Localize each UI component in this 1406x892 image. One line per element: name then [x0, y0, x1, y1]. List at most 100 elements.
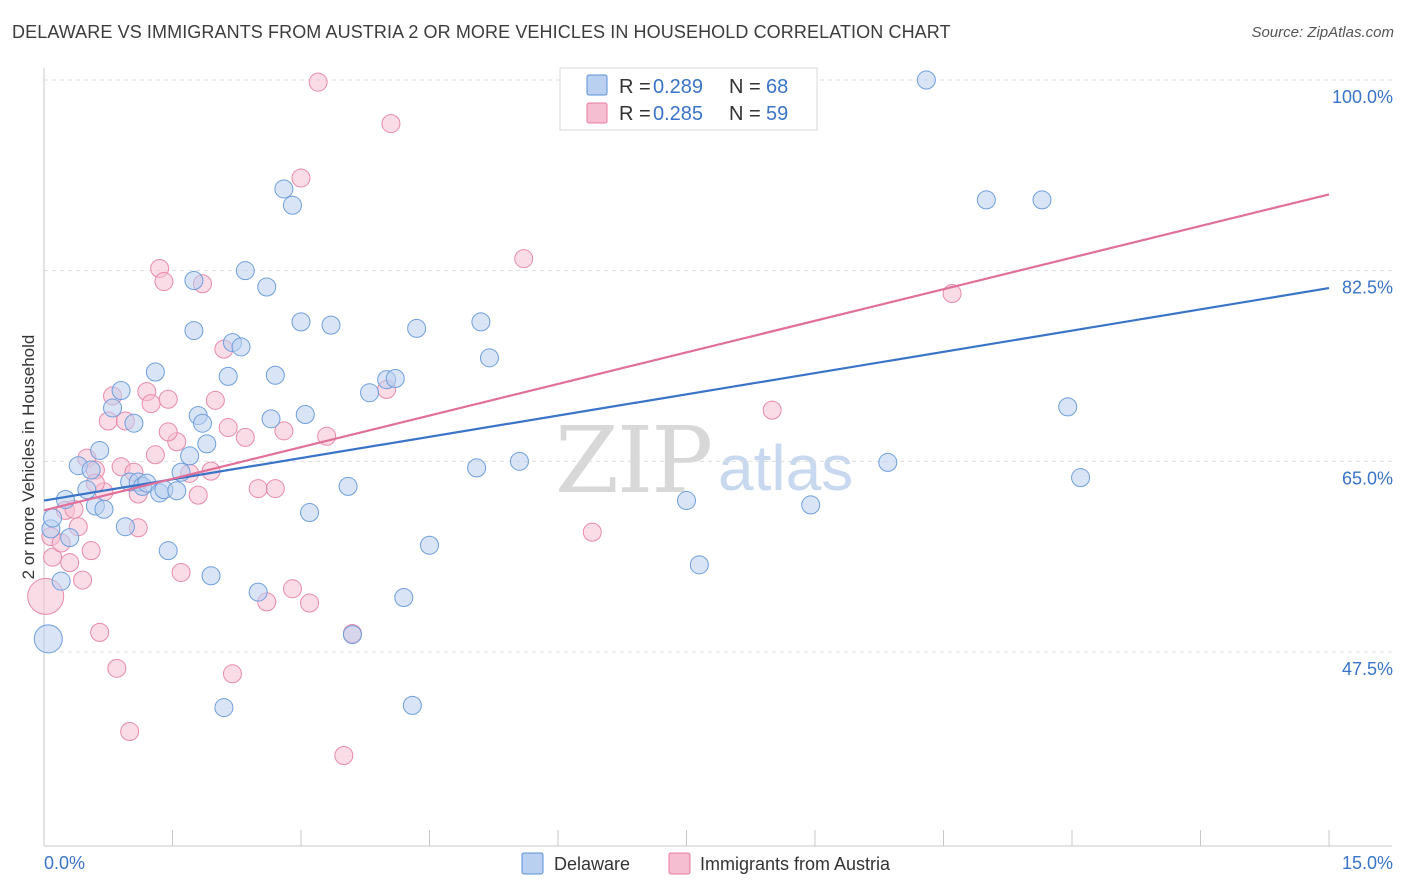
delaware-point — [338, 476, 358, 496]
delaware-point — [282, 195, 302, 215]
legend-n-label: N = — [729, 103, 761, 125]
delaware-point — [1071, 468, 1091, 488]
delaware-point — [51, 571, 71, 591]
delaware-point — [94, 499, 114, 519]
delaware-point — [402, 695, 422, 715]
legend-r-label: R = — [619, 103, 651, 125]
delaware-point — [677, 491, 696, 511]
delaware-point — [274, 179, 294, 199]
delaware-point — [467, 458, 487, 478]
delaware-point — [509, 451, 529, 471]
delaware-point — [167, 481, 187, 501]
austria-point — [514, 249, 534, 269]
legend-r-value: 0.289 — [653, 76, 703, 98]
legend-n-value: 59 — [766, 103, 788, 125]
source-label: Source: ZipAtlas.com — [1251, 24, 1394, 41]
austria-point — [171, 562, 191, 582]
legend-swatch-delaware — [586, 74, 608, 96]
austria-point — [120, 722, 140, 742]
y-axis-tick-labels: 100.0% 82.5% 65.0% 47.5% — [1332, 87, 1393, 679]
x-tick-label-max: 15.0% — [1342, 853, 1393, 873]
delaware-point — [394, 588, 414, 608]
delaware-point — [145, 362, 165, 382]
y-tick-label: 47.5% — [1342, 659, 1393, 679]
delaware-point — [115, 517, 135, 537]
austria-trend-line — [43, 193, 1330, 512]
austria-point — [265, 479, 285, 499]
bottom-legend-swatch-delaware — [521, 852, 544, 875]
x-tick-label-min: 0.0% — [44, 853, 85, 873]
gridlines — [44, 79, 1392, 653]
delaware-point — [801, 495, 821, 515]
delaware-point — [257, 277, 277, 297]
delaware-point — [265, 365, 285, 385]
delaware-point — [407, 318, 427, 338]
delaware-point — [124, 413, 144, 433]
delaware-point — [111, 381, 131, 401]
legend-r-value: 0.285 — [653, 103, 703, 125]
delaware-point — [77, 480, 97, 500]
delaware-point — [214, 698, 234, 718]
y-tick-label: 65.0% — [1342, 468, 1393, 488]
x-axis-ticks — [43, 830, 1330, 846]
delaware-point — [471, 312, 491, 332]
series-austria-points — [27, 72, 962, 766]
legend-swatch-austria — [586, 102, 608, 124]
austria-point — [282, 579, 302, 599]
delaware-point — [184, 270, 204, 290]
delaware-point — [916, 70, 936, 90]
y-tick-label: 100.0% — [1332, 87, 1393, 107]
austria-point — [107, 658, 127, 678]
delaware-point — [192, 413, 212, 433]
delaware-point — [1032, 190, 1052, 210]
legend-n-value: 68 — [766, 76, 788, 98]
delaware-point — [90, 440, 110, 460]
delaware-point — [103, 398, 123, 418]
watermark-atlas: atlas — [718, 432, 853, 504]
austria-point — [154, 272, 174, 292]
bottom-legend-swatch-austria — [668, 852, 691, 875]
delaware-point — [342, 625, 362, 645]
austria-point — [248, 479, 268, 499]
delaware-point — [295, 404, 315, 424]
austria-point — [582, 522, 602, 542]
delaware-point — [248, 582, 268, 602]
austria-point — [291, 168, 311, 188]
delaware-point — [60, 528, 80, 548]
austria-point — [381, 114, 401, 134]
austria-point — [218, 418, 238, 438]
bottom-legend-label-delaware: Delaware — [554, 854, 630, 874]
delaware-point — [231, 337, 251, 357]
delaware-point — [197, 434, 217, 454]
delaware-point — [1058, 397, 1078, 417]
delaware-point — [158, 541, 178, 561]
austria-point — [188, 485, 208, 505]
austria-point — [90, 622, 110, 642]
delaware-point — [218, 366, 238, 386]
delaware-point — [689, 555, 709, 575]
delaware-point — [420, 535, 439, 555]
chart-title: DELAWARE VS IMMIGRANTS FROM AUSTRIA 2 OR… — [12, 22, 951, 42]
austria-point — [43, 547, 63, 567]
austria-point — [300, 593, 320, 613]
delaware-trend-line — [43, 287, 1330, 502]
delaware-point — [180, 446, 200, 466]
austria-point — [274, 421, 294, 441]
legend-r-label: R = — [619, 76, 651, 98]
delaware-point — [360, 383, 380, 403]
austria-point — [762, 400, 782, 420]
austria-point — [141, 394, 161, 414]
delaware-point — [235, 261, 255, 281]
austria-point — [235, 427, 255, 447]
delaware-point — [385, 369, 405, 389]
austria-point — [81, 541, 101, 561]
series-delaware-points — [33, 70, 1091, 718]
delaware-point — [201, 566, 221, 586]
delaware-point — [261, 409, 281, 429]
austria-point — [158, 389, 178, 409]
delaware-point — [81, 460, 101, 480]
top-legend: R = 0.289 N = 68 R = 0.285 N = 59 — [559, 67, 818, 131]
delaware-point — [43, 508, 63, 528]
austria-point — [158, 422, 178, 442]
